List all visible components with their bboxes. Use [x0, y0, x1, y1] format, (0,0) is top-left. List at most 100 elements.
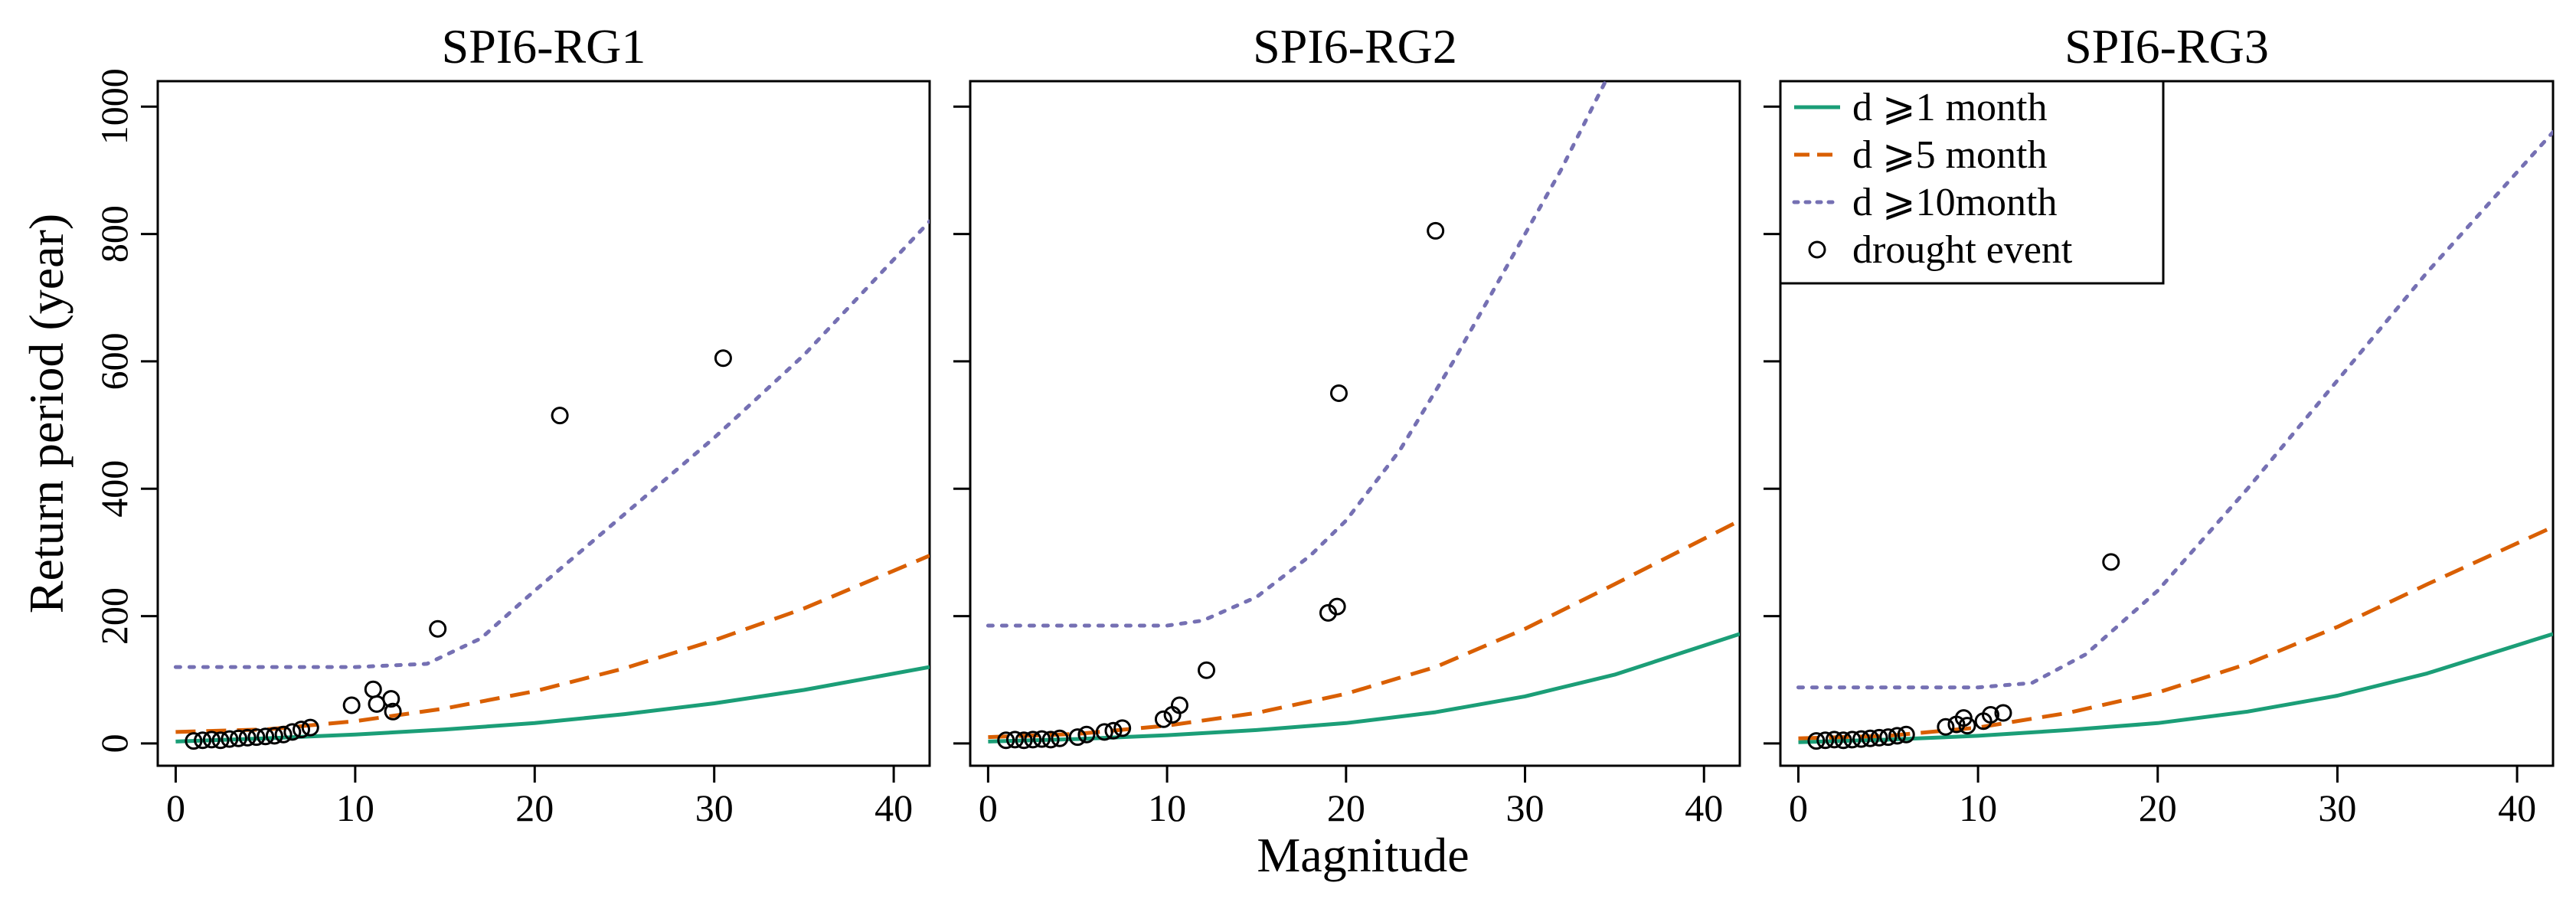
series-line-d5	[1798, 525, 2553, 740]
plot-frame	[1779, 80, 2555, 767]
x-tick-label: 40	[874, 786, 913, 829]
panel-title: SPI6-RG3	[2064, 19, 2269, 74]
drought-event-point	[247, 728, 266, 747]
drought-event-point	[342, 696, 361, 714]
y-tick-label: 600	[93, 332, 136, 390]
drought-event-point	[429, 619, 447, 638]
drought-event-point	[1154, 710, 1172, 728]
drought-event-point	[1843, 731, 1862, 749]
drought-event-point	[1807, 732, 1826, 750]
x-tick-label: 40	[2498, 786, 2536, 829]
plot-frame	[156, 80, 931, 767]
drought-event-point	[1068, 728, 1087, 747]
drought-event-point	[364, 680, 382, 698]
panel-3: SPI6-RG3 0 10 20 30 40	[1764, 19, 2555, 829]
x-tick-label: 10	[1148, 786, 1186, 829]
drought-event-point	[1041, 731, 1060, 749]
drought-event-point	[238, 728, 257, 747]
panel-title: SPI6-RG1	[442, 19, 646, 74]
drought-event-point	[1051, 729, 1069, 747]
series-line-d1	[988, 632, 1740, 744]
x-tick-label: 0	[166, 786, 185, 829]
drought-event-point	[1816, 731, 1835, 750]
drought-event-point	[1319, 603, 1337, 622]
drought-event-point	[301, 718, 319, 737]
x-tick-label: 0	[1789, 786, 1808, 829]
drought-event-point	[1861, 729, 1879, 747]
plot-area	[1796, 130, 2553, 750]
drought-event-point	[274, 725, 293, 744]
drought-event-point	[997, 731, 1015, 750]
x-tick-label: 20	[515, 786, 554, 829]
drought-event-point	[185, 732, 203, 750]
plot-frame	[969, 80, 1741, 767]
drought-event-point	[229, 729, 247, 747]
series-line-d1	[175, 665, 930, 744]
drought-event-point	[1852, 730, 1871, 748]
x-axis-label: Magnitude	[1257, 828, 1469, 882]
drought-event-point	[382, 690, 400, 708]
drought-event-point	[1104, 721, 1123, 740]
drought-event-point	[714, 349, 732, 368]
y-tick-label: 400	[93, 460, 136, 518]
drought-event-point	[202, 731, 221, 749]
legend-label-d1: d ⩾1 month	[1852, 86, 2047, 129]
drought-event-point	[1888, 727, 1907, 745]
series-line-d1	[1798, 632, 2553, 744]
drought-event-point	[1015, 731, 1033, 750]
drought-event-point	[2102, 553, 2120, 571]
y-tick-label: 0	[93, 734, 136, 753]
x-tick-label: 10	[1959, 786, 1997, 829]
legend-label-d5: d ⩾5 month	[1852, 133, 2047, 177]
drought-event-point	[1825, 731, 1843, 749]
drought-event-point	[551, 407, 569, 425]
drought-event-point	[1958, 717, 1976, 735]
series-line-d5	[988, 518, 1740, 740]
drought-event-point	[384, 702, 402, 721]
drought-event-point	[1032, 730, 1051, 748]
plot-area	[173, 219, 930, 750]
drought-event-point	[1077, 725, 1096, 744]
drought-event-point	[368, 695, 386, 713]
drought-event-point	[1198, 661, 1216, 679]
drought-event-point	[265, 727, 283, 745]
legend-box	[1779, 80, 2165, 285]
y-tick-label: 200	[93, 587, 136, 645]
drought-event-point	[1427, 221, 1445, 240]
drought-event-point	[221, 730, 239, 748]
drought-event-point	[1870, 728, 1888, 747]
series-line-d10	[173, 219, 930, 669]
plot-area	[986, 81, 1740, 750]
x-tick-label: 40	[1685, 786, 1723, 829]
drought-event-point	[1113, 719, 1132, 737]
drought-event-point	[1328, 597, 1346, 616]
drought-event-point	[1937, 718, 1955, 736]
drought-event-point	[1024, 731, 1042, 749]
series-line-d5	[175, 554, 930, 734]
x-tick-label: 10	[336, 786, 374, 829]
drought-event-point	[211, 731, 230, 750]
x-tick-label: 20	[2139, 786, 2177, 829]
x-tick-label: 30	[1506, 786, 1545, 829]
drought-event-point	[1095, 723, 1113, 741]
y-axis-label: Return period (year)	[19, 214, 74, 613]
y-tick-label: 800	[93, 205, 136, 263]
drought-event-point	[1005, 731, 1024, 749]
series-line-d10	[1796, 130, 2553, 690]
drought-event-point	[283, 723, 302, 741]
legend-label-d10: d ⩾10month	[1852, 181, 2057, 224]
x-tick-label: 30	[695, 786, 734, 829]
series-line-d10	[986, 81, 1608, 628]
x-tick-label: 0	[979, 786, 998, 829]
drought-event-point	[1329, 384, 1348, 402]
drought-event-point	[1994, 704, 2012, 722]
drought-event-point	[194, 731, 212, 750]
x-tick-label: 20	[1327, 786, 1365, 829]
panel-title: SPI6-RG2	[1253, 19, 1457, 74]
legend-swatch-ev	[1808, 240, 1826, 259]
drought-event-point	[1982, 705, 2000, 724]
